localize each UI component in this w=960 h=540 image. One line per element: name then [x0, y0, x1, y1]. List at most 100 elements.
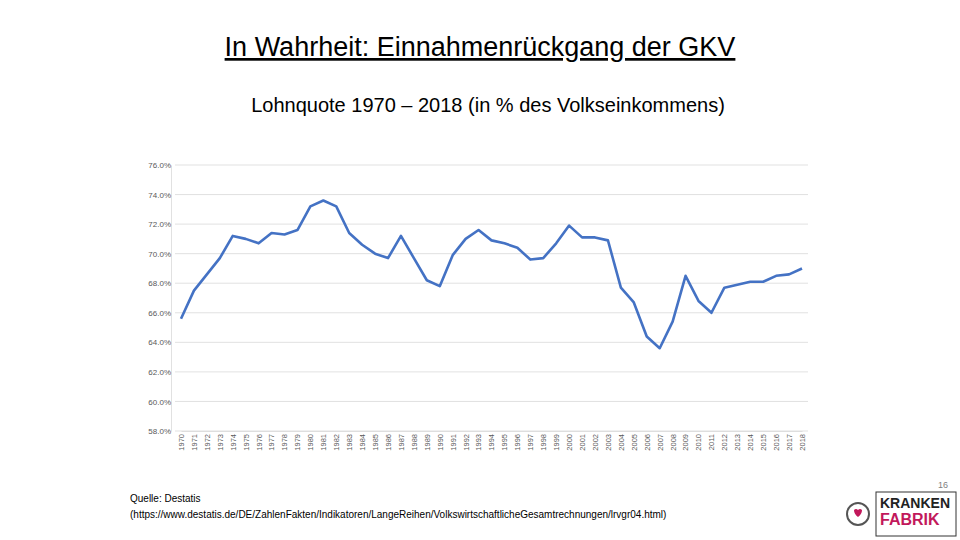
y-tick-label: 66.0%	[148, 309, 171, 318]
grid-line	[175, 283, 808, 284]
grid-line	[175, 165, 808, 166]
x-tick-label: 1977	[267, 434, 276, 451]
y-tick-label: 70.0%	[148, 250, 171, 259]
x-tick: 1977	[267, 434, 276, 451]
x-tick: 2003	[604, 434, 613, 451]
grid-line	[175, 401, 808, 402]
x-tick: 1980	[306, 434, 315, 451]
y-tick-label: 74.0%	[148, 191, 171, 200]
x-tick: 1983	[345, 434, 354, 451]
x-tick: 1997	[526, 434, 535, 451]
y-tick: 70.0%	[148, 250, 171, 259]
x-tick: 2002	[591, 434, 600, 451]
x-tick-label: 2011	[707, 434, 716, 450]
x-tick: 1996	[513, 434, 522, 451]
x-axis: 1970197119721973197419751976197719781979…	[177, 432, 807, 451]
x-tick: 2010	[694, 434, 703, 451]
x-tick-label: 1970	[177, 434, 186, 451]
x-tick-label: 2005	[630, 434, 639, 451]
y-tick: 76.0%	[148, 161, 171, 170]
x-tick-label: 2001	[578, 434, 587, 451]
x-tick: 2004	[617, 434, 626, 451]
x-tick-label: 1996	[513, 434, 522, 451]
x-tick-label: 1983	[345, 434, 354, 451]
x-tick-label: 2009	[681, 434, 690, 451]
y-tick: 74.0%	[148, 191, 171, 200]
x-tick-label: 2008	[669, 434, 678, 451]
x-axis-line	[182, 431, 803, 432]
logo-icon	[847, 503, 869, 525]
x-tick-label: 2002	[591, 434, 600, 451]
x-tick: 2000	[565, 434, 574, 451]
y-tick-label: 72.0%	[148, 220, 171, 229]
y-tick: 60.0%	[148, 398, 171, 407]
x-tick-label: 1986	[384, 434, 393, 451]
x-tick: 2009	[681, 434, 690, 451]
x-tick-label: 2015	[759, 434, 768, 451]
grid-line	[175, 342, 808, 343]
x-tick: 1981	[319, 434, 328, 451]
x-tick-label: 2007	[656, 434, 665, 451]
y-tick-label: 62.0%	[148, 368, 171, 377]
x-tick-label: 1991	[449, 434, 458, 451]
x-tick-label: 2000	[565, 434, 574, 451]
data-line	[181, 200, 802, 348]
y-tick: 72.0%	[148, 220, 171, 229]
x-tick: 1998	[539, 434, 548, 451]
x-tick: 1975	[242, 434, 251, 451]
page-number: 16	[938, 480, 948, 490]
y-tick-label: 60.0%	[148, 398, 171, 407]
x-tick-label: 1997	[526, 434, 535, 451]
y-tick: 68.0%	[148, 279, 171, 288]
logo-frame	[876, 492, 956, 536]
x-tick-label: 2016	[772, 434, 781, 451]
y-axis: 58.0% 60.0% 62.0% 64.0% 66.0% 68.0% 70.0% 72.0%…	[148, 161, 171, 436]
grid	[175, 165, 808, 431]
x-tick: 2016	[772, 434, 781, 451]
x-tick: 2007	[656, 434, 665, 451]
x-tick: 1994	[487, 434, 496, 451]
x-tick: 1985	[371, 434, 380, 451]
x-tick: 1989	[423, 434, 432, 451]
x-tick-label: 1981	[319, 434, 328, 451]
y-tick-label: 76.0%	[148, 161, 171, 170]
x-tick: 1976	[255, 434, 264, 451]
x-tick: 2011	[707, 434, 716, 450]
x-tick: 2015	[759, 434, 768, 451]
x-tick: 1982	[332, 434, 341, 451]
x-tick-label: 1988	[410, 434, 419, 451]
logo-text: KRANKEN	[880, 495, 950, 511]
x-tick-label: 1972	[203, 434, 212, 451]
x-tick-label: 1980	[306, 434, 315, 451]
x-tick-label: 1987	[397, 434, 406, 451]
y-tick: 58.0%	[148, 427, 171, 436]
y-tick-label: 58.0%	[148, 427, 171, 436]
logo: KRANKENFABRIK	[847, 492, 956, 536]
x-tick-label: 1978	[280, 434, 289, 451]
x-tick: 2013	[733, 434, 742, 451]
title: In Wahrheit: Einnahmenrückgang der GKV	[225, 32, 736, 62]
x-tick-label: 1971	[190, 434, 199, 451]
x-tick: 1987	[397, 434, 406, 451]
x-tick-label: 2012	[720, 434, 729, 451]
x-tick-label: 1973	[216, 434, 225, 451]
grid-line	[175, 224, 808, 225]
x-tick-label: 1984	[358, 434, 367, 451]
x-tick: 1973	[216, 434, 225, 451]
x-tick: 2012	[720, 434, 729, 451]
x-tick: 1971	[190, 434, 199, 451]
x-tick-label: 1994	[487, 434, 496, 451]
source-line: Quelle: Destatis	[130, 493, 201, 504]
x-tick-label: 1998	[539, 434, 548, 451]
x-tick-label: 2010	[694, 434, 703, 451]
x-tick: 1979	[293, 434, 302, 451]
x-tick-label: 2003	[604, 434, 613, 451]
x-tick: 2005	[630, 434, 639, 451]
x-tick: 1970	[177, 434, 186, 451]
x-tick-label: 1989	[423, 434, 432, 451]
x-tick: 1995	[500, 434, 509, 451]
x-tick-label: 2018	[798, 434, 807, 451]
x-tick: 1988	[410, 434, 419, 451]
x-tick: 2017	[785, 434, 794, 451]
y-tick-label: 64.0%	[148, 338, 171, 347]
